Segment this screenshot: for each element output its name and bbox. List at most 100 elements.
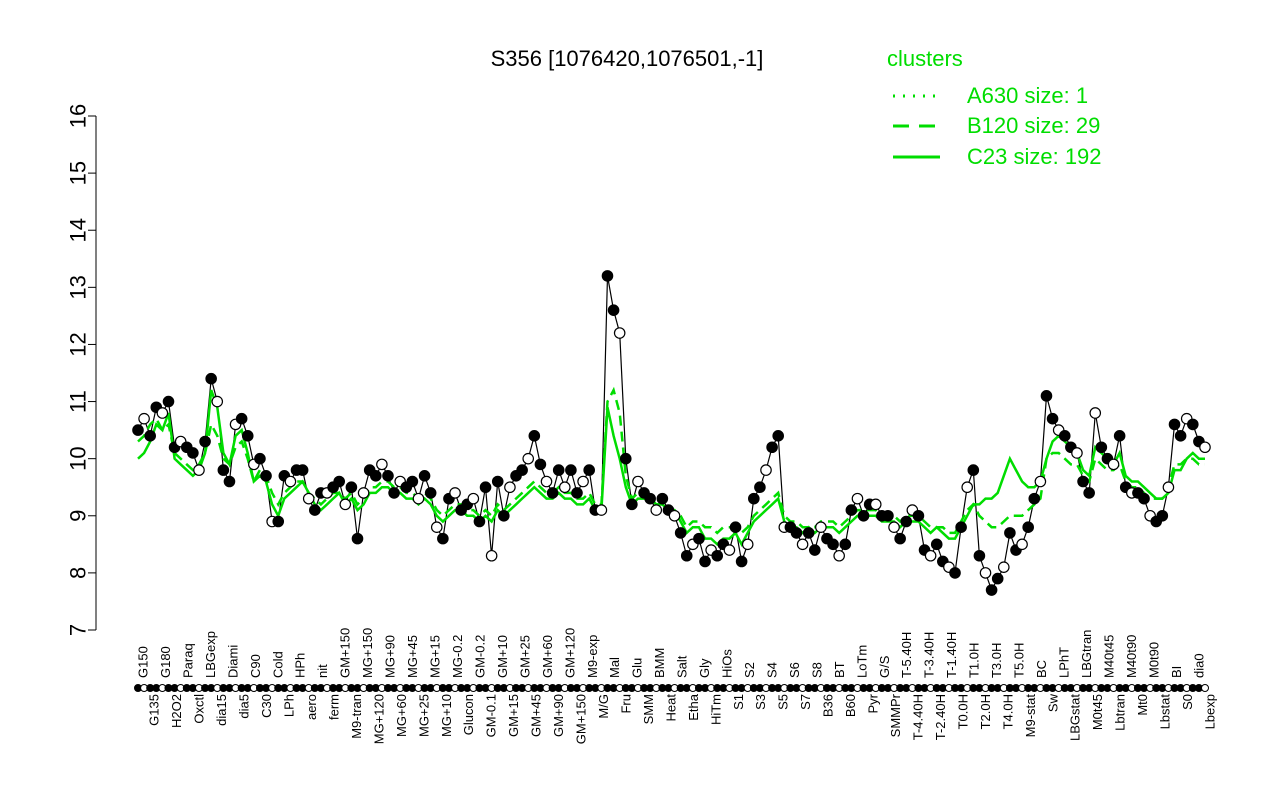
x-tick-label: Lbtran (1113, 694, 1128, 731)
x-tick-label: MG-0.2 (450, 635, 465, 678)
data-point (1113, 430, 1126, 442)
data-point (973, 549, 986, 562)
x-tick-label: nit (315, 664, 330, 678)
x-tick-label: GM+150 (574, 694, 589, 744)
data-point (144, 430, 156, 442)
data-point (613, 327, 626, 339)
data-point (552, 464, 565, 476)
data-point (1199, 441, 1211, 454)
y-tick-label: 14 (66, 218, 91, 242)
data-point (1083, 487, 1095, 499)
x-tick-label: LPh (282, 694, 297, 717)
x-tick-label: Heat (663, 694, 678, 722)
data-point (1095, 441, 1108, 454)
data-point (1156, 509, 1169, 522)
data-point (1040, 390, 1053, 402)
x-tick-label: Lbstat (1158, 694, 1173, 730)
data-point (949, 567, 961, 579)
x-tick-label: G/S (877, 655, 892, 678)
x-tick-label: C30 (259, 694, 274, 718)
x-tick-label: M40t45 (1101, 635, 1116, 678)
x-tick-label: BI (1169, 666, 1184, 678)
data-point (424, 487, 437, 499)
data-point (309, 504, 321, 516)
data-point (699, 555, 711, 568)
x-tick-label: GM-0.1 (484, 694, 499, 737)
x-tick-label: Lbexp (1203, 694, 1218, 729)
x-tick-label: T1.0H (967, 643, 982, 678)
x-tick-label: M/G (596, 694, 611, 719)
data-point (930, 538, 943, 551)
x-tick-label: T3.0H (989, 643, 1004, 678)
data-point (650, 504, 663, 516)
x-tick-label: MG+15 (428, 635, 443, 678)
data-point (516, 464, 528, 476)
data-point (693, 532, 705, 545)
data-point (1168, 418, 1181, 431)
x-tick-label: SMM (641, 694, 656, 724)
data-point (369, 469, 382, 482)
data-point (967, 464, 980, 476)
data-point (894, 532, 906, 545)
x-tick-label: HiTm (708, 694, 723, 725)
data-point (668, 509, 681, 522)
data-point (808, 544, 821, 556)
data-point (735, 555, 748, 568)
x-tick-label: SMMPr (888, 693, 903, 737)
data-point (528, 430, 541, 442)
data-point (534, 458, 547, 471)
x-tick-label: aero (304, 694, 319, 720)
y-tick-label: 9 (66, 510, 91, 522)
x-tick-label: S1 (731, 694, 746, 710)
data-point (241, 430, 254, 442)
data-point (1187, 418, 1199, 431)
data-point (1028, 492, 1041, 505)
sample-marker (1201, 684, 1209, 692)
data-point (376, 458, 388, 471)
x-tick-label: T-5.40H (899, 632, 914, 678)
x-tick-label: Glucon (461, 694, 476, 735)
x-tick-label: dia5 (237, 694, 252, 719)
data-point (333, 475, 346, 488)
data-point (449, 487, 461, 499)
data-point (680, 549, 693, 562)
x-tick-label: HiOs (720, 649, 735, 678)
data-point (644, 492, 656, 505)
x-tick-label: H2O2 (169, 694, 184, 728)
data-point (833, 549, 845, 562)
x-tick-label: M9-tran (349, 694, 364, 739)
data-point (1016, 538, 1028, 551)
data-point (979, 567, 992, 579)
data-point (1022, 521, 1034, 533)
x-tick-label: T-1.40H (944, 632, 959, 678)
data-point (882, 509, 894, 522)
x-tick-label: BMM (652, 648, 667, 678)
data-point (924, 549, 937, 562)
data-point (729, 521, 742, 533)
data-point (961, 481, 974, 494)
x-tick-label: GM+45 (529, 694, 544, 737)
data-point (193, 464, 205, 476)
x-tick-label: T4.0H (1000, 694, 1015, 729)
data-point (723, 544, 736, 556)
data-point (357, 487, 370, 499)
x-tick-label: M0t45 (1090, 694, 1105, 730)
x-tick-label: S0 (1180, 694, 1195, 710)
x-axis-labels: G150 G135 G180 H2O2 Paraq Oxctl LBGexp dia15 Dia… (136, 628, 1218, 744)
data-point (955, 521, 967, 533)
data-point (430, 521, 443, 533)
data-point (351, 532, 364, 545)
data-point (1107, 458, 1120, 471)
data-point (632, 475, 644, 488)
data-point (565, 464, 577, 476)
data-point (406, 475, 419, 488)
data-point (607, 304, 620, 316)
data-point (754, 481, 766, 494)
data-point (711, 549, 724, 562)
x-tick-label: GM+15 (506, 694, 521, 737)
data-point (1162, 481, 1175, 494)
x-tick-label: Cold (270, 651, 285, 678)
x-tick-label: C90 (248, 654, 263, 678)
series-line-points (137, 275, 1206, 592)
x-tick-label: S4 (764, 662, 779, 678)
